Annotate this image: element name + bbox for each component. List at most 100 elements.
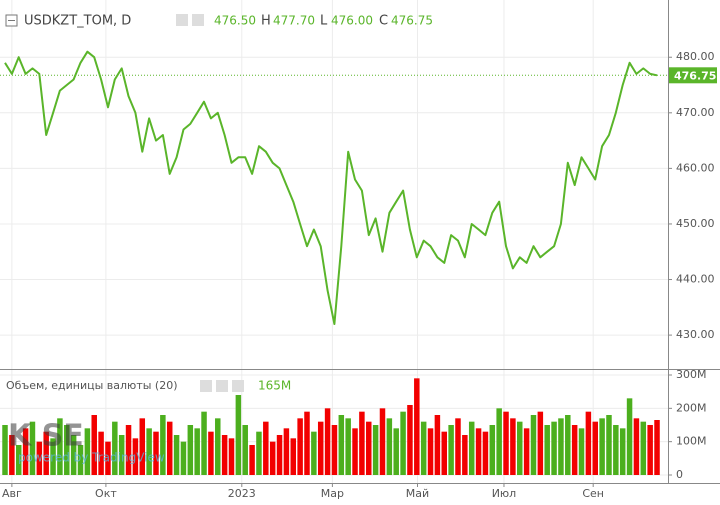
close-label: C: [379, 14, 388, 29]
x-tick-label: Июл: [492, 487, 517, 500]
volume-bar: [166, 421, 173, 475]
volume-bar: [338, 415, 345, 475]
volume-bar: [276, 435, 283, 475]
x-tick-label: Мар: [321, 487, 344, 500]
price-line: [4, 50, 658, 325]
volume-bar: [105, 441, 111, 475]
volume-bar: [448, 425, 454, 475]
volume-bar: [400, 411, 406, 475]
volume-bar: [475, 428, 482, 475]
volume-bar: [359, 411, 365, 475]
volume-bar: [311, 431, 317, 475]
volume-bar: [606, 415, 612, 475]
y-tick-label: 450.00: [676, 217, 715, 230]
settings-icon[interactable]: [192, 14, 204, 26]
volume-bar: [112, 421, 118, 475]
volume-bar: [331, 425, 338, 475]
open-value: 476.50: [214, 14, 256, 28]
y2-tick-label: 200M: [676, 401, 707, 414]
volume-bar: [64, 425, 70, 475]
volume-bar: [77, 445, 84, 475]
volume-bar: [352, 428, 358, 475]
y-tick-label: 440.00: [676, 273, 715, 286]
volume-bar: [393, 428, 399, 475]
volume-bar: [489, 425, 496, 475]
volume-bar: [441, 431, 448, 475]
high-value: 477.70: [273, 14, 315, 28]
volume-bar: [510, 418, 516, 475]
vol-eye-icon[interactable]: [200, 380, 212, 392]
volume-bar: [201, 411, 207, 475]
volume-bar: [482, 431, 489, 475]
y-tick-label: 460.00: [676, 161, 715, 174]
volume-bar: [434, 415, 441, 475]
low-value: 476.00: [331, 14, 373, 28]
volume-bar: [578, 428, 585, 475]
close-value: 476.75: [391, 14, 433, 28]
volume-bar: [317, 421, 324, 475]
volume-bar: [139, 418, 146, 475]
volume-bar: [414, 378, 420, 475]
volume-bar: [571, 425, 578, 475]
volume-bar: [36, 441, 43, 475]
volume-bar: [455, 418, 461, 475]
x-tick-label: Май: [406, 487, 429, 500]
volume-bar: [565, 415, 571, 475]
volume-bar: [647, 425, 653, 475]
volume-bar: [654, 420, 660, 475]
volume-bar: [84, 428, 91, 475]
volume-bar: [91, 415, 97, 475]
volume-bar: [537, 411, 544, 475]
volume-bar: [173, 435, 180, 475]
y2-tick-label: 300M: [676, 368, 707, 381]
volume-bar: [517, 421, 523, 475]
y-tick-label: 430.00: [676, 328, 715, 341]
volume-bar: [619, 428, 626, 475]
volume-bar: [208, 431, 214, 475]
volume-bar: [386, 418, 393, 475]
price-pane: [0, 50, 668, 325]
volume-bar: [496, 408, 502, 475]
eye-icon[interactable]: [176, 14, 188, 26]
last-price-label: 476.75: [674, 69, 716, 82]
volume-bar: [297, 418, 303, 475]
volume-bar: [160, 415, 166, 475]
volume-bar: [118, 435, 125, 475]
volume-bar: [235, 395, 242, 475]
volume-bar: [15, 445, 22, 475]
volume-bar: [228, 438, 235, 475]
volume-bar: [187, 425, 194, 475]
watermark-logo: K SE: [8, 419, 84, 454]
volume-bar: [256, 431, 262, 475]
volume-bar: [427, 428, 434, 475]
vol-settings-icon[interactable]: [216, 380, 228, 392]
symbol-title: USDKZT_TOM, D: [24, 14, 131, 29]
volume-bar: [290, 438, 297, 475]
volume-bar: [468, 421, 475, 475]
volume-bar: [420, 421, 427, 475]
volume-bar: [324, 408, 331, 475]
volume-bar: [407, 405, 413, 475]
low-label: L: [320, 14, 328, 29]
watermark-powered: powered by TradingView: [18, 451, 165, 465]
volume-bar: [180, 441, 187, 475]
volume-bar: [530, 415, 537, 475]
y-tick-label: 480.00: [676, 50, 715, 63]
x-tick-label: 2023: [228, 487, 256, 500]
volume-bar: [153, 431, 159, 475]
vol-close-icon[interactable]: [232, 380, 244, 392]
y2-tick-label: 0: [676, 468, 683, 481]
volume-bar: [366, 421, 372, 475]
volume-bar: [57, 418, 63, 475]
x-tick-label: Авг: [2, 487, 22, 500]
x-tick-label: Сен: [582, 487, 604, 500]
volume-bar: [462, 435, 468, 475]
volume-bar: [379, 408, 386, 475]
volume-bar: [592, 421, 598, 475]
volume-pane: [2, 378, 660, 475]
volume-bar: [249, 445, 255, 475]
y-tick-label: 470.00: [676, 106, 715, 119]
volume-bar: [626, 398, 633, 475]
volume-bar: [269, 441, 276, 475]
